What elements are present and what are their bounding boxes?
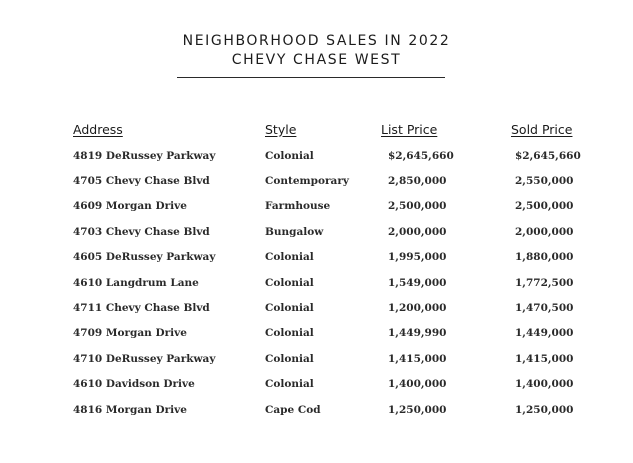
cell-sold-price: $2,645,660	[515, 149, 581, 162]
cell-sold-price: 2,500,000	[515, 200, 574, 213]
cell-sold-price: 2,550,000	[515, 175, 574, 188]
cell-address: 4709 Morgan Drive	[73, 327, 187, 340]
cell-style: Colonial	[265, 276, 314, 289]
table-row: 4609 Morgan Drive Farmhouse 2,500,000 2,500…	[60, 194, 580, 219]
cell-sold-price: 1,772,500	[515, 276, 574, 289]
cell-style: Cape Cod	[265, 403, 321, 416]
cell-address: 4816 Morgan Drive	[73, 403, 187, 416]
page-title: NEIGHBORHOOD SALES IN 2022 CHEVY CHASE W…	[0, 32, 633, 70]
cell-sold-price: 2,000,000	[515, 225, 574, 238]
table-row: 4610 Langdrum Lane Colonial 1,549,000 1,772…	[60, 270, 580, 295]
cell-list-price: 2,000,000	[388, 225, 447, 238]
cell-address: 4703 Chevy Chase Blvd	[73, 225, 210, 238]
table-row: 4605 DeRussey Parkway Colonial 1,995,000 1,…	[60, 245, 580, 270]
cell-style: Colonial	[265, 327, 314, 340]
table-row: 4819 DeRussey Parkway Colonial $2,645,660 $…	[60, 143, 581, 168]
cell-address: 4610 Davidson Drive	[73, 378, 195, 391]
cell-style: Colonial	[265, 149, 314, 162]
table-row: 4816 Morgan Drive Cape Cod 1,250,000 1,250,…	[60, 397, 580, 422]
cell-style: Farmhouse	[265, 200, 331, 213]
title-line-1: NEIGHBORHOOD SALES IN 2022	[182, 33, 451, 49]
table-row: 4709 Morgan Drive Colonial 1,449,990 1,449,…	[60, 321, 580, 346]
cell-style: Contemporary	[265, 175, 349, 188]
title-divider	[177, 77, 445, 78]
cell-list-price: 1,415,000	[388, 352, 447, 365]
cell-sold-price: 1,415,000	[515, 352, 574, 365]
cell-address: 4605 DeRussey Parkway	[73, 251, 216, 264]
cell-list-price: $2,645,660	[388, 149, 454, 162]
header-address: Address	[73, 121, 123, 137]
cell-style: Bungalow	[265, 225, 324, 238]
cell-list-price: 1,250,000	[388, 403, 447, 416]
cell-list-price: 1,200,000	[388, 302, 447, 315]
table-body: 4819 DeRussey Parkway Colonial $2,645,660 $…	[60, 143, 581, 422]
cell-list-price: 1,995,000	[388, 251, 447, 264]
header-style: Style	[265, 121, 297, 137]
cell-style: Colonial	[265, 378, 314, 391]
cell-sold-price: 1,449,000	[515, 327, 574, 340]
cell-address: 4705 Chevy Chase Blvd	[73, 175, 210, 188]
cell-list-price: 1,549,000	[388, 276, 447, 289]
header-list-price: List Price	[381, 121, 438, 137]
table-row: 4711 Chevy Chase Blvd Colonial 1,200,000 1,…	[60, 295, 580, 320]
title-line-2: CHEVY CHASE WEST	[231, 52, 402, 68]
cell-sold-price: 1,400,000	[515, 378, 574, 391]
table-row: 4705 Chevy Chase Blvd Contemporary 2,850,0…	[60, 168, 580, 193]
cell-list-price: 1,449,990	[388, 327, 447, 340]
cell-sold-price: 1,250,000	[515, 403, 574, 416]
table-row: 4710 DeRussey Parkway Colonial 1,415,000 1,…	[60, 346, 580, 371]
header-sold-price: Sold Price	[511, 121, 573, 137]
table-row: 4703 Chevy Chase Blvd Bungalow 2,000,000 2,…	[60, 219, 580, 244]
cell-address: 4819 DeRussey Parkway	[73, 149, 216, 162]
cell-sold-price: 1,880,000	[515, 251, 574, 264]
cell-style: Colonial	[265, 352, 314, 365]
table-row: 4610 Davidson Drive Colonial 1,400,000 1,40…	[60, 372, 580, 397]
sales-table: Address Style List Price Sold Price 4819…	[60, 115, 581, 422]
cell-list-price: 2,850,000	[388, 175, 447, 188]
table-header-row: Address Style List Price Sold Price	[60, 115, 580, 143]
cell-address: 4609 Morgan Drive	[73, 200, 187, 213]
cell-address: 4711 Chevy Chase Blvd	[73, 302, 210, 315]
cell-style: Colonial	[265, 251, 314, 264]
cell-style: Colonial	[265, 302, 314, 315]
cell-address: 4710 DeRussey Parkway	[73, 352, 216, 365]
cell-list-price: 1,400,000	[388, 378, 447, 391]
cell-sold-price: 1,470,500	[515, 302, 574, 315]
cell-list-price: 2,500,000	[388, 200, 447, 213]
cell-address: 4610 Langdrum Lane	[73, 276, 199, 289]
